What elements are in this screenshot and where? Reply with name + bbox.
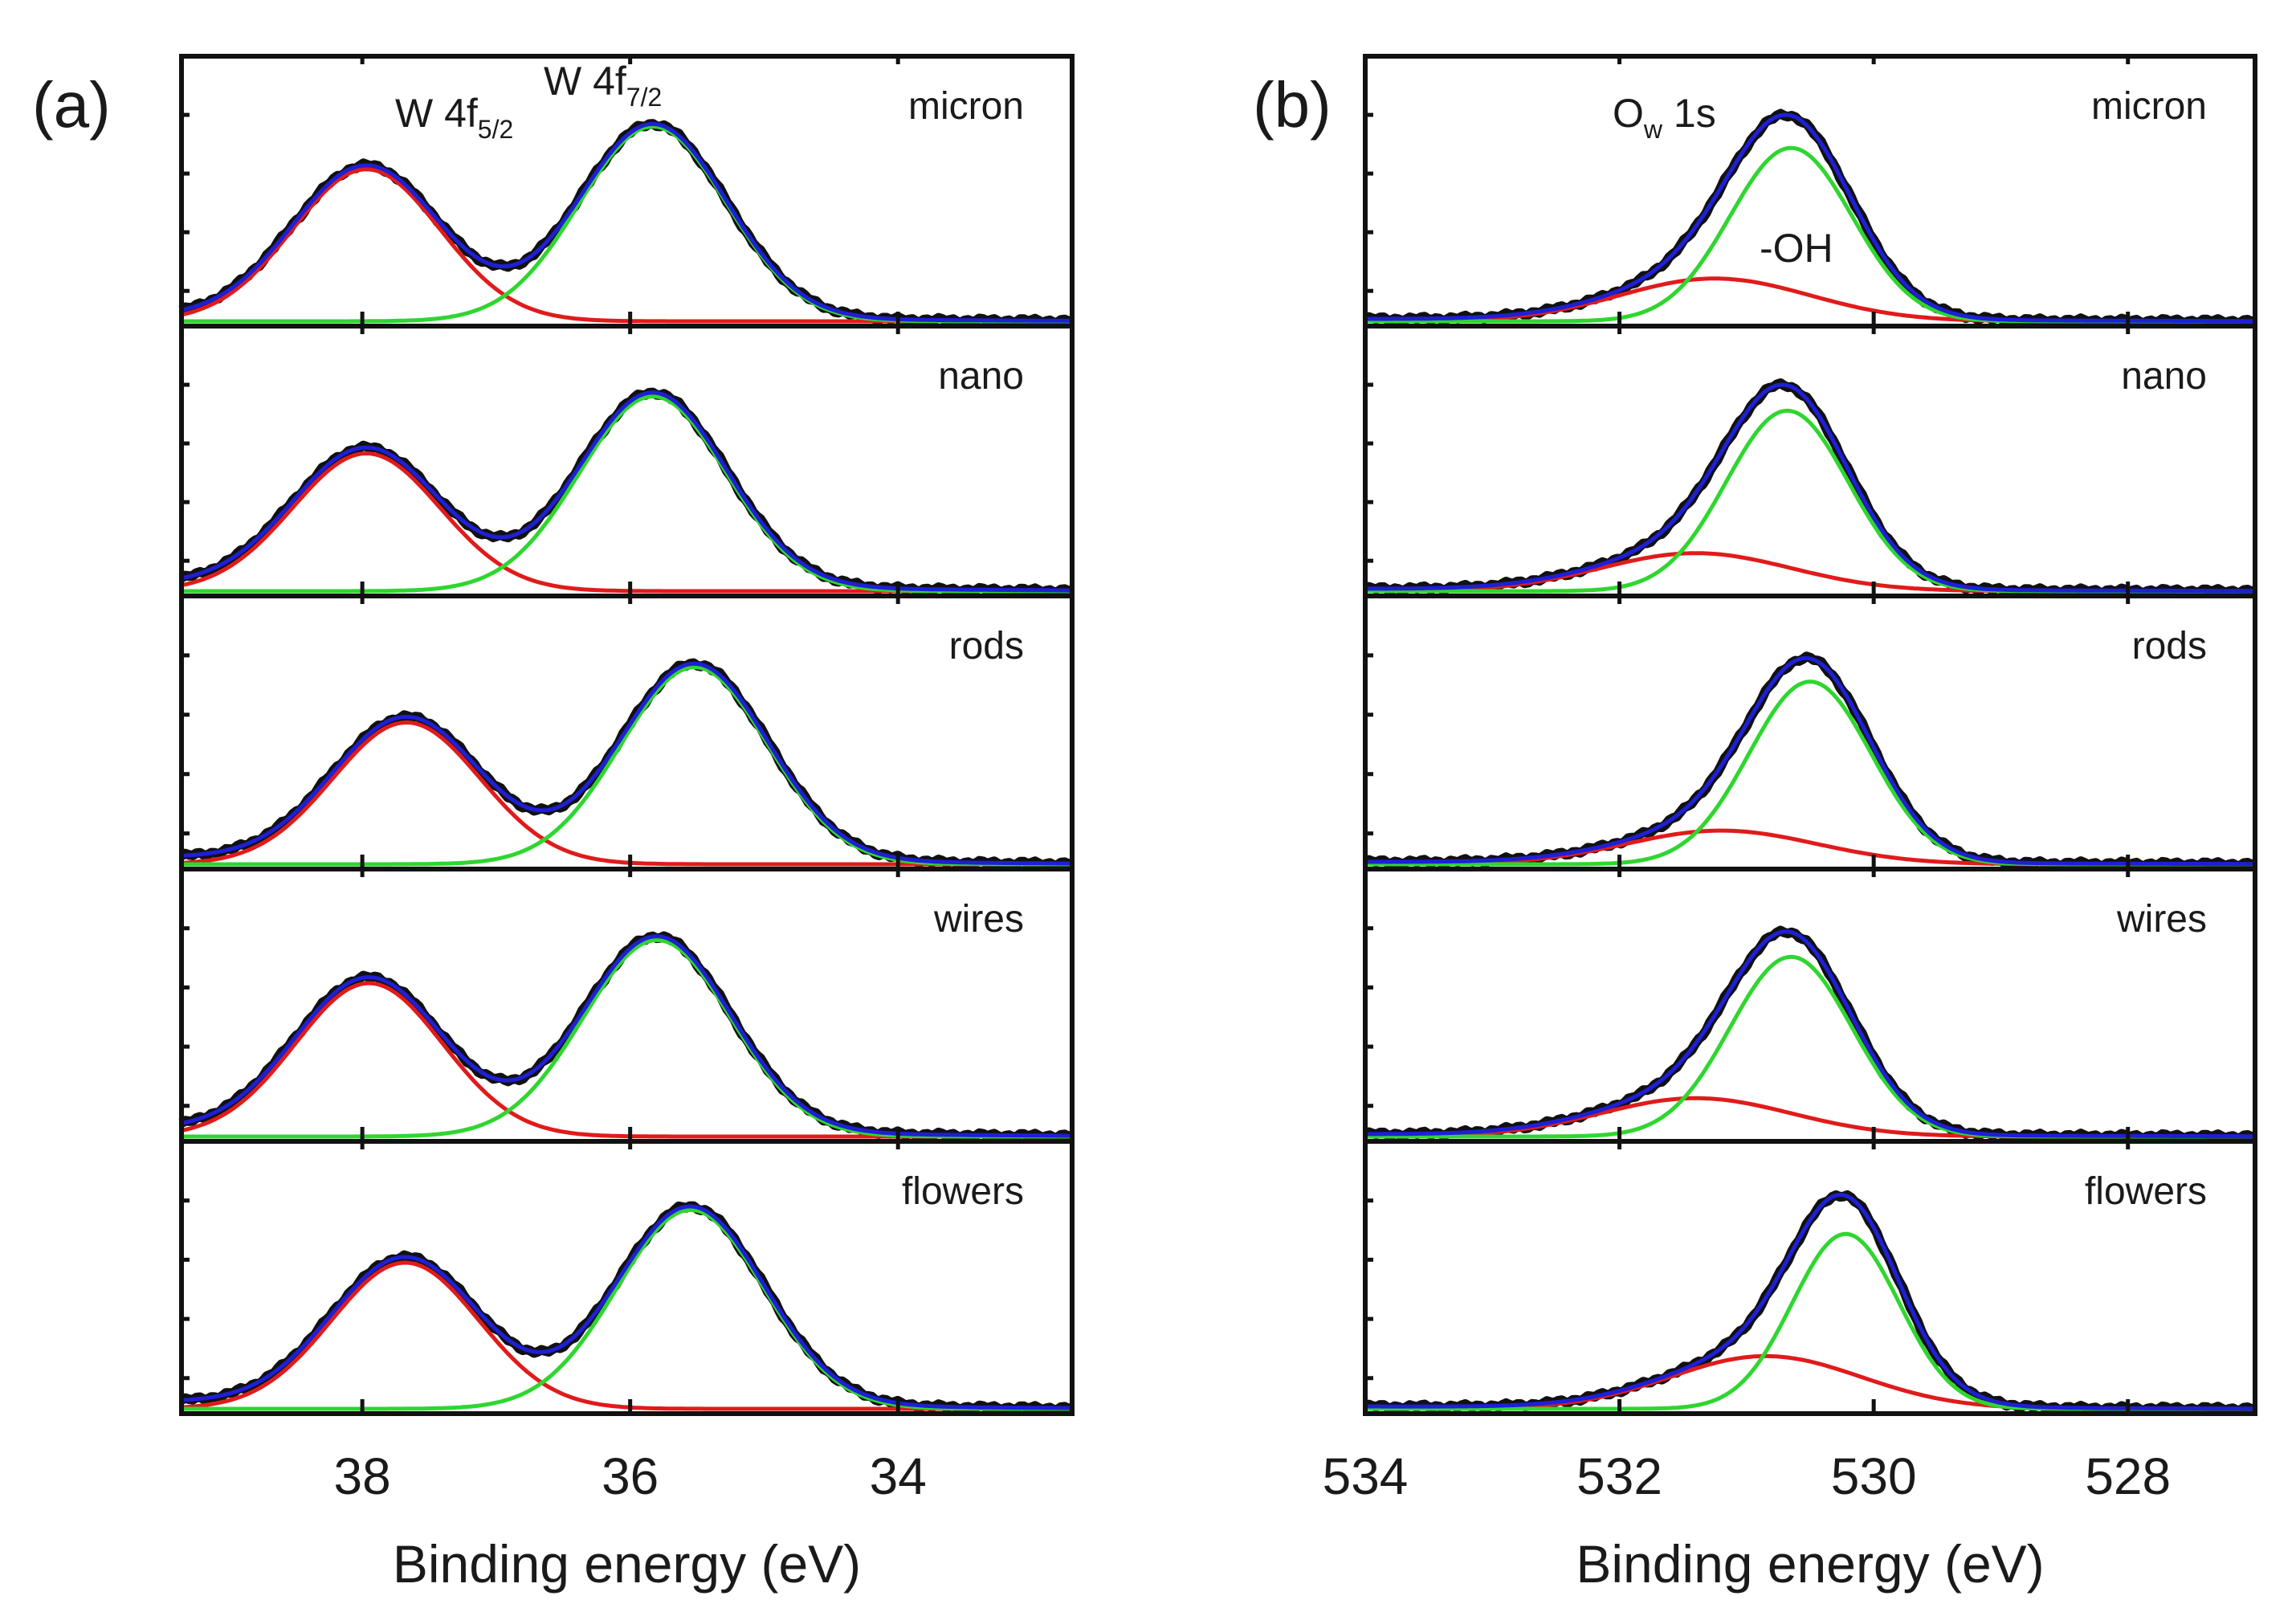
fit-envelope-curve-flowers — [1365, 1192, 2255, 1411]
data-curve-nano — [1363, 378, 2257, 598]
spectrum-strip-wires: wires — [1363, 867, 2257, 1144]
component-2-curve-nano — [181, 394, 1072, 594]
strip-frame-flowers — [179, 1139, 1075, 1416]
component-2-curve-flowers — [181, 1207, 1072, 1411]
fit-envelope-curve-rods — [181, 661, 1072, 866]
strip-frame-rods — [1363, 594, 2257, 871]
x-axis-title: Binding energy (eV) — [1576, 1534, 2044, 1594]
component-2-curve-wires — [1365, 954, 2255, 1139]
panel-a: micron nano rods wires flowers 38 36 34Binding … — [32, 54, 1075, 1594]
sample-label-rods: rods — [2132, 625, 2207, 667]
panel-letter: (a) — [32, 69, 111, 141]
peak-label: -OH — [1760, 226, 1833, 271]
x-tick-label: 530 — [1831, 1447, 1917, 1505]
sample-label-wires: wires — [933, 898, 1024, 941]
peak-label-subscript: 7/2 — [626, 83, 662, 112]
component-2-curve-rods — [1365, 680, 2255, 867]
x-tick-label: 38 — [334, 1447, 391, 1505]
spectrum-strip-wires: wires — [178, 867, 1075, 1144]
peak-label: W 4f5/2 — [395, 91, 513, 144]
spectrum-strip-flowers: flowers — [1363, 1139, 2257, 1416]
fit-envelope-curve-micron — [181, 121, 1072, 323]
peak-label-base: W 4f — [544, 59, 626, 104]
component-2-curve-nano — [1365, 408, 2255, 594]
spectrum-strip-nano: nano — [1363, 324, 2257, 598]
sample-label-micron: micron — [908, 85, 1024, 128]
x-axis-title: Binding energy (eV) — [393, 1534, 861, 1594]
fit-envelope-curve-flowers — [181, 1204, 1072, 1410]
component-2-curve-rods — [181, 665, 1072, 867]
sample-label-flowers: flowers — [2085, 1170, 2207, 1213]
sample-label-flowers: flowers — [902, 1170, 1024, 1213]
peak-label: Ow 1s — [1613, 91, 1716, 144]
data-curve-micron — [178, 119, 1074, 328]
component-2-curve-wires — [181, 937, 1072, 1139]
data-curve-wires — [1363, 925, 2257, 1144]
fit-envelope-curve-nano — [1365, 382, 2255, 594]
sample-label-rods: rods — [949, 625, 1024, 667]
sample-label-wires: wires — [2116, 898, 2207, 941]
peak-label: W 4f7/2 — [544, 59, 662, 112]
x-tick-label: 532 — [1576, 1447, 1662, 1505]
peak-label-base: W 4f — [395, 91, 478, 136]
fit-envelope-curve-rods — [1365, 655, 2255, 867]
data-curve-flowers — [1363, 1190, 2257, 1416]
fit-envelope-curve-wires — [181, 934, 1072, 1138]
x-tick-label: 36 — [602, 1447, 659, 1505]
strip-frame-flowers — [1363, 1139, 2257, 1416]
sample-label-nano: nano — [2121, 355, 2207, 398]
spectrum-strip-rods: rods — [178, 594, 1075, 871]
spectrum-strip-flowers: flowers — [179, 1139, 1075, 1416]
sample-label-micron: micron — [2091, 85, 2207, 128]
peak-label-base: -OH — [1760, 226, 1833, 271]
fit-envelope-curve-nano — [181, 390, 1072, 593]
fit-envelope-curve-micron — [1365, 112, 2255, 324]
peak-label-subscript: w — [1643, 115, 1663, 144]
panel-letter: (b) — [1253, 69, 1332, 141]
component-1-curve-flowers — [1365, 1353, 2255, 1411]
peak-label-tail: 1s — [1662, 91, 1716, 136]
x-tick-label: 34 — [870, 1447, 927, 1505]
fit-envelope-curve-wires — [1365, 929, 2255, 1139]
data-curve-rods — [1363, 651, 2257, 871]
data-curve-micron — [1363, 108, 2257, 329]
x-tick-label: 534 — [1323, 1447, 1409, 1505]
data-curve-flowers — [179, 1201, 1074, 1415]
panel-b: micron nano rods wires flowers 534 532 530 528 Bi… — [1253, 54, 2257, 1594]
spectrum-strip-micron: micron — [1363, 54, 2257, 329]
spectrum-strip-nano: nano — [178, 324, 1075, 598]
component-2-curve-micron — [181, 124, 1072, 324]
component-2-curve-flowers — [1365, 1231, 2255, 1411]
sample-label-nano: nano — [938, 355, 1024, 398]
x-tick-label: 528 — [2085, 1447, 2171, 1505]
data-curve-nano — [178, 387, 1074, 598]
peak-label-base: O — [1613, 91, 1644, 136]
spectrum-strip-rods: rods — [1363, 594, 2257, 871]
data-curve-wires — [178, 931, 1074, 1143]
data-curve-rods — [178, 658, 1074, 871]
peak-label-subscript: 5/2 — [478, 115, 513, 144]
